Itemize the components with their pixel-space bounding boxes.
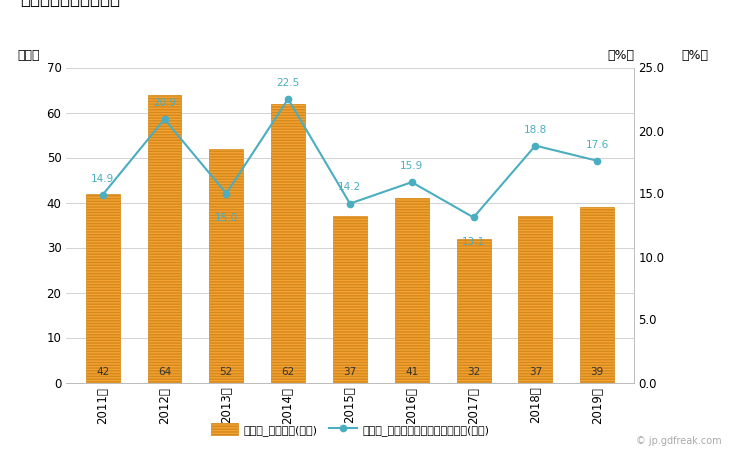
Text: 18.8: 18.8 xyxy=(523,125,547,135)
Text: 32: 32 xyxy=(467,367,480,377)
Text: 42: 42 xyxy=(96,367,109,377)
Bar xyxy=(518,216,553,382)
Text: 39: 39 xyxy=(590,367,604,377)
Bar xyxy=(271,104,305,382)
Text: ［%］: ［%］ xyxy=(681,49,708,62)
Text: 13.1: 13.1 xyxy=(462,237,486,247)
Text: 15.0: 15.0 xyxy=(215,213,238,223)
Bar xyxy=(456,238,491,382)
Legend: 産業用_建築物数(左軸), 産業用_全建築物数にしめるシェア(右軸): 産業用_建築物数(左軸), 産業用_全建築物数にしめるシェア(右軸) xyxy=(206,418,494,440)
Bar xyxy=(147,94,182,382)
Text: 15.9: 15.9 xyxy=(400,161,424,171)
Text: ［棟］: ［棟］ xyxy=(17,49,40,62)
Text: 20.9: 20.9 xyxy=(153,98,176,108)
Text: 産業用建築物数の推移: 産業用建築物数の推移 xyxy=(20,0,120,8)
Text: © jp.gdfreak.com: © jp.gdfreak.com xyxy=(636,436,722,446)
Text: 17.6: 17.6 xyxy=(585,140,609,150)
Text: 52: 52 xyxy=(219,367,233,377)
Bar xyxy=(580,207,614,382)
Text: 41: 41 xyxy=(405,367,418,377)
Bar xyxy=(394,198,429,382)
Text: 37: 37 xyxy=(343,367,356,377)
Bar xyxy=(333,216,367,382)
Text: 14.2: 14.2 xyxy=(338,182,362,193)
Text: 22.5: 22.5 xyxy=(276,78,300,88)
Text: 14.9: 14.9 xyxy=(91,174,114,184)
Text: ［%］: ［%］ xyxy=(607,49,634,62)
Text: 62: 62 xyxy=(281,367,295,377)
Bar xyxy=(209,148,243,382)
Text: 37: 37 xyxy=(529,367,542,377)
Bar xyxy=(86,194,120,382)
Text: 64: 64 xyxy=(158,367,171,377)
